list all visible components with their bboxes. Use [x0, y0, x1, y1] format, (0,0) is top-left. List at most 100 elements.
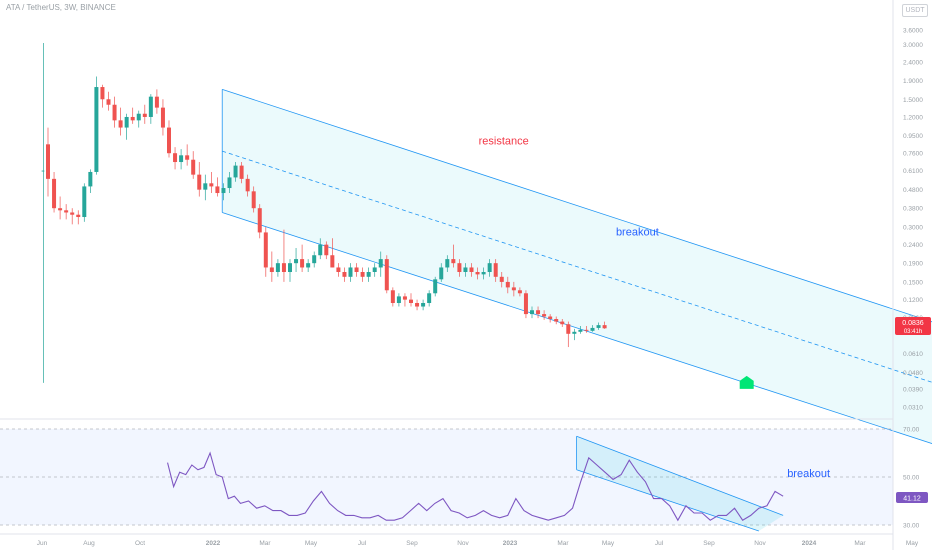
candle-body	[396, 296, 401, 304]
candle-body	[263, 232, 268, 268]
price-tick-label: 1.9000	[903, 78, 923, 85]
candle-body	[82, 186, 87, 218]
candle-body	[336, 267, 341, 272]
time-tick-label: Jun	[37, 540, 48, 547]
price-tick-label: 1.2000	[903, 114, 923, 121]
candle-body	[112, 104, 117, 121]
time-tick-label: May	[602, 540, 615, 547]
candle-body	[511, 287, 516, 291]
candle-body	[167, 127, 171, 154]
price-tick-label: 0.4800	[903, 187, 923, 194]
candle-body	[221, 188, 226, 194]
candle-body	[185, 155, 190, 160]
candle-body	[536, 310, 541, 315]
candle-body	[554, 319, 559, 322]
candle-body	[191, 159, 196, 175]
candle-body	[160, 107, 165, 128]
candle-body	[58, 208, 63, 211]
candle-body	[499, 276, 504, 282]
candle-body	[445, 259, 450, 268]
candle-body	[505, 281, 510, 288]
candle-body	[384, 259, 389, 291]
channel-mid-line	[222, 150, 932, 383]
candle-body	[245, 178, 250, 192]
candle-body	[463, 267, 468, 272]
time-tick-label: Jul	[358, 540, 367, 547]
annotation-breakout: breakout	[616, 226, 659, 238]
candle-body	[584, 329, 589, 331]
price-axis[interactable]: 4.80003.60003.00002.40001.90001.50001.20…	[903, 5, 923, 412]
candle-body	[275, 263, 280, 272]
candle-body	[602, 325, 607, 329]
price-tick-label: 0.0610	[903, 351, 923, 358]
candle-body	[251, 191, 256, 209]
price-tick-label: 0.3000	[903, 224, 923, 231]
time-tick-label: May	[906, 540, 919, 547]
candle-body	[154, 96, 159, 108]
price-tick-label: 0.3800	[903, 206, 923, 213]
annotation-resistance: resistance	[479, 135, 529, 147]
candle-body	[136, 113, 141, 121]
candle-body	[306, 263, 311, 268]
rsi-pane[interactable]: breakout	[0, 428, 893, 532]
candle-body	[378, 259, 383, 268]
time-axis[interactable]: Jun Aug Oct 2022 Mar May Jul Sep Nov 2023 Mar May Ju…	[37, 540, 919, 547]
candle-body	[427, 293, 432, 304]
candle-body	[70, 212, 75, 215]
last-price-countdown: 03:41h	[904, 329, 922, 335]
candle-body	[239, 165, 244, 179]
candle-body	[324, 244, 329, 256]
last-price-background	[895, 317, 931, 335]
candle-body	[173, 153, 178, 163]
candle-body	[318, 244, 323, 256]
candle-body	[130, 116, 135, 121]
time-tick-label: Mar	[557, 540, 569, 547]
time-tick-label: Jul	[655, 540, 664, 547]
candle-body	[203, 183, 208, 190]
price-tick-label: 0.0390	[903, 386, 923, 393]
rsi-axis[interactable]: 70.00 50.00 30.00	[903, 427, 920, 530]
candle-body	[415, 303, 420, 307]
symbol-title[interactable]: ATA / TetherUS, 3W, BINANCE	[6, 3, 116, 12]
time-tick-label: Nov	[457, 540, 469, 547]
candle-body	[106, 99, 111, 105]
buy-marker	[739, 375, 754, 389]
rsi-channel-fill	[576, 436, 784, 531]
candle-body	[197, 174, 202, 190]
candle-body	[76, 214, 81, 218]
time-tick-label: Oct	[135, 540, 145, 547]
candle-body	[179, 155, 184, 163]
candle-body	[487, 263, 492, 272]
price-pane[interactable]: resistance breakout	[41, 42, 932, 474]
candle-body	[523, 293, 528, 315]
candle-body	[124, 116, 129, 128]
candle-body	[542, 314, 547, 317]
time-tick-label: 2024	[802, 540, 817, 547]
price-tick-label: 0.2400	[903, 242, 923, 249]
price-tick-label: 0.1200	[903, 297, 923, 304]
channel-lower-line	[222, 212, 932, 444]
candle-body	[42, 170, 45, 172]
candle-body	[288, 263, 292, 272]
candle-body	[342, 271, 347, 277]
rsi-line	[167, 451, 784, 522]
candle-body	[390, 290, 395, 304]
rsi-tick-label: 70.00	[903, 427, 920, 434]
candle-body	[227, 177, 232, 189]
candle-body	[481, 271, 486, 275]
last-price-label: 0.0836 03:41h	[895, 317, 931, 335]
price-tick-label: 3.6000	[903, 27, 923, 34]
candle-body	[439, 267, 444, 280]
candle-body	[530, 310, 534, 315]
rsi-value-label: 41.12	[896, 492, 928, 503]
rsi-channel-upper	[576, 435, 784, 516]
candle-body	[469, 267, 474, 272]
candle-body	[372, 267, 377, 272]
currency-button[interactable]: USDT	[902, 4, 928, 17]
candle-body	[572, 331, 577, 334]
rsi-channel-lower	[576, 469, 759, 532]
time-tick-label: May	[305, 540, 318, 547]
price-tick-label: 0.1900	[903, 261, 923, 268]
